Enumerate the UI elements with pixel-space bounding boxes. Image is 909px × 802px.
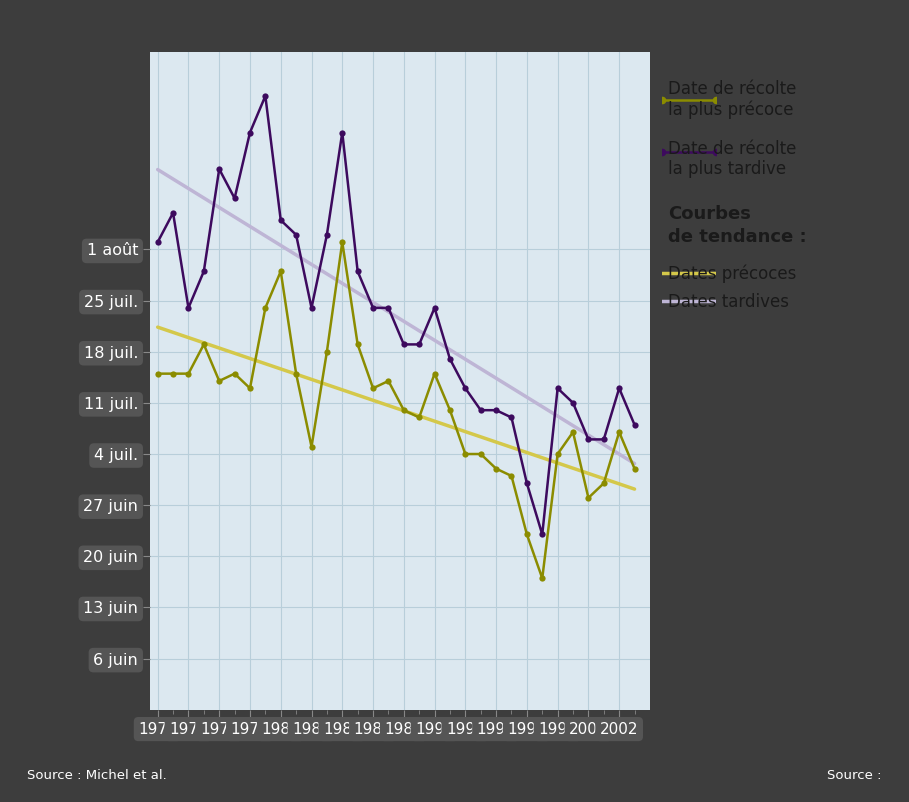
Text: Dates tardives: Dates tardives bbox=[668, 293, 789, 310]
Text: Source : Michel et al.: Source : Michel et al. bbox=[27, 769, 167, 782]
Text: la plus tardive: la plus tardive bbox=[668, 160, 786, 178]
Text: la plus précoce: la plus précoce bbox=[668, 100, 794, 119]
Text: Courbes: Courbes bbox=[668, 205, 751, 222]
Text: de tendance :: de tendance : bbox=[668, 228, 807, 245]
Text: Source :: Source : bbox=[827, 769, 882, 782]
Text: Dates précoces: Dates précoces bbox=[668, 265, 796, 283]
Text: Date de récolte: Date de récolte bbox=[668, 80, 796, 98]
Text: Date de récolte: Date de récolte bbox=[668, 140, 796, 158]
